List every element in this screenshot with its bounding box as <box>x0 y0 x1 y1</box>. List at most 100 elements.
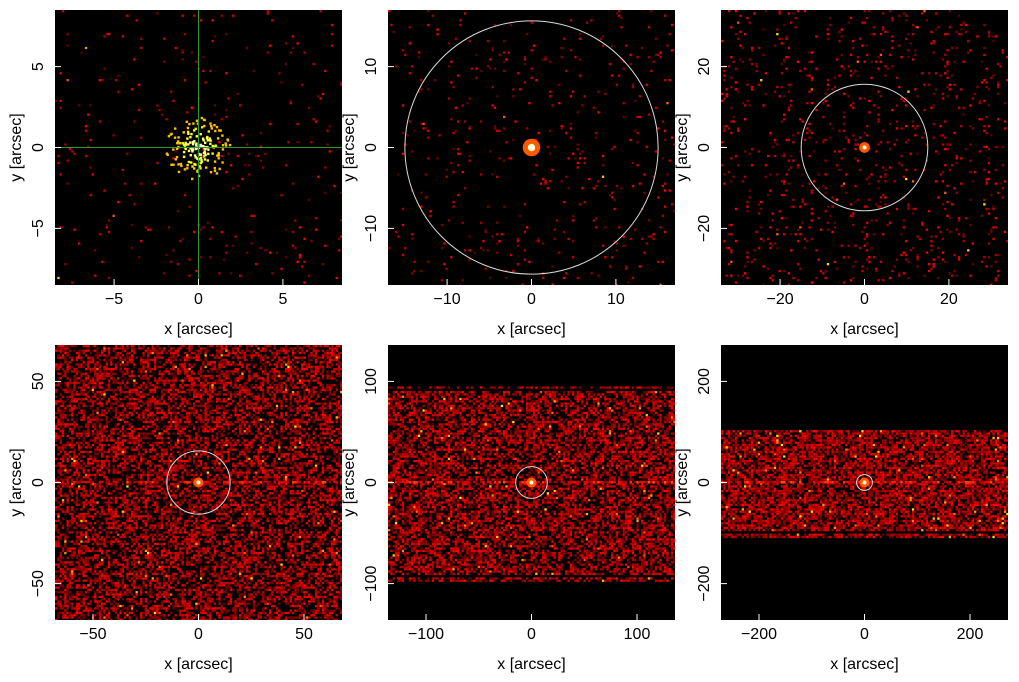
background-count-pixel <box>248 425 251 428</box>
background-count-pixel <box>144 370 147 373</box>
source-pixel <box>204 153 207 157</box>
background-count-pixel <box>73 368 76 371</box>
source-pixel <box>206 159 209 162</box>
background-count-pixel <box>137 386 141 389</box>
y-tick-label: 5 <box>30 62 47 71</box>
background-count-pixel <box>486 65 490 68</box>
background-count-pixel <box>158 108 161 112</box>
y-tick-label: −10 <box>363 215 380 242</box>
background-count-pixel <box>275 407 279 410</box>
background-count-pixel <box>303 260 306 263</box>
background-count-pixel <box>160 411 164 414</box>
background-count-pixel <box>468 39 471 43</box>
background-count-pixel <box>57 418 60 421</box>
background-count-pixel <box>960 33 963 36</box>
background-count-pixel <box>84 374 88 378</box>
background-count-pixel <box>618 14 621 17</box>
background-count-pixel <box>252 349 256 352</box>
background-count-pixel <box>172 381 175 385</box>
background-count-pixel <box>130 418 134 421</box>
background-count-pixel <box>301 384 304 387</box>
background-count-pixel <box>796 166 800 169</box>
background-count-pixel <box>126 439 129 442</box>
background-count-pixel <box>298 430 302 433</box>
background-count-pixel <box>824 99 827 102</box>
background-count-pixel <box>401 131 405 135</box>
background-count-pixel <box>78 386 81 389</box>
background-count-pixel <box>222 400 226 403</box>
background-count-pixel <box>176 395 180 398</box>
background-count-pixel <box>232 400 235 403</box>
background-count-pixel <box>569 19 572 22</box>
background-count-pixel <box>167 407 170 410</box>
background-count-pixel <box>199 388 203 391</box>
background-count-pixel <box>326 354 329 357</box>
background-count-pixel <box>84 450 88 454</box>
background-count-pixel <box>174 377 177 380</box>
background-count-pixel <box>259 246 262 250</box>
background-count-pixel <box>321 386 325 389</box>
background-count-pixel <box>969 171 972 174</box>
background-count-pixel <box>273 388 276 391</box>
background-count-pixel <box>179 379 182 382</box>
background-count-pixel <box>59 99 62 102</box>
background-count-pixel <box>262 384 265 387</box>
background-count-pixel <box>273 374 276 378</box>
background-count-pixel <box>107 381 111 385</box>
background-count-pixel <box>137 418 141 421</box>
background-count-pixel <box>285 351 288 355</box>
background-count-pixel <box>172 374 175 378</box>
background-count-pixel <box>280 434 283 437</box>
background-count-pixel <box>291 182 295 185</box>
background-count-pixel <box>218 351 221 355</box>
background-count-pixel <box>135 441 138 444</box>
background-count-pixel <box>170 425 173 428</box>
background-count-pixel <box>266 379 269 382</box>
background-count-pixel <box>312 347 315 350</box>
background-count-pixel <box>324 443 327 447</box>
background-count-pixel <box>68 443 72 447</box>
background-count-pixel <box>790 104 793 107</box>
background-count-pixel <box>206 439 210 442</box>
background-count-pixel <box>813 150 816 153</box>
background-count-pixel <box>128 423 131 426</box>
background-count-pixel <box>172 420 175 424</box>
background-count-pixel <box>236 377 239 380</box>
background-count-pixel <box>953 253 956 257</box>
background-count-pixel <box>101 402 104 405</box>
background-count-pixel <box>480 173 483 176</box>
source-pixel <box>213 169 217 172</box>
background-count-pixel <box>882 194 885 197</box>
background-count-pixel <box>303 395 306 398</box>
background-count-pixel <box>493 67 497 70</box>
background-count-pixel <box>951 164 954 167</box>
background-count-pixel <box>248 448 251 451</box>
source-pixel <box>183 168 187 171</box>
background-count-pixel <box>650 235 653 238</box>
background-count-pixel <box>411 237 414 240</box>
background-count-pixel <box>930 106 933 109</box>
background-count-pixel <box>130 347 134 350</box>
background-count-pixel <box>218 345 221 348</box>
background-count-pixel <box>91 377 95 380</box>
background-count-pixel <box>199 416 203 419</box>
background-count-pixel <box>268 345 272 348</box>
background-count-pixel <box>68 407 72 410</box>
background-count-pixel <box>216 351 219 355</box>
background-count-pixel <box>199 414 203 417</box>
background-count-pixel <box>239 274 242 277</box>
background-count-pixel <box>68 361 72 364</box>
background-count-pixel <box>636 141 639 144</box>
background-count-pixel <box>142 393 145 396</box>
background-count-pixel <box>842 281 846 284</box>
background-count-pixel <box>179 448 182 451</box>
background-count-pixel <box>826 88 830 91</box>
background-count-pixel <box>176 430 180 433</box>
background-count-pixel <box>172 432 175 435</box>
background-count-pixel <box>911 246 915 250</box>
background-count-pixel <box>103 430 106 433</box>
background-count-pixel <box>59 345 62 348</box>
background-count-pixel <box>114 427 118 431</box>
background-count-pixel <box>856 159 859 162</box>
background-count-pixel <box>576 148 579 151</box>
